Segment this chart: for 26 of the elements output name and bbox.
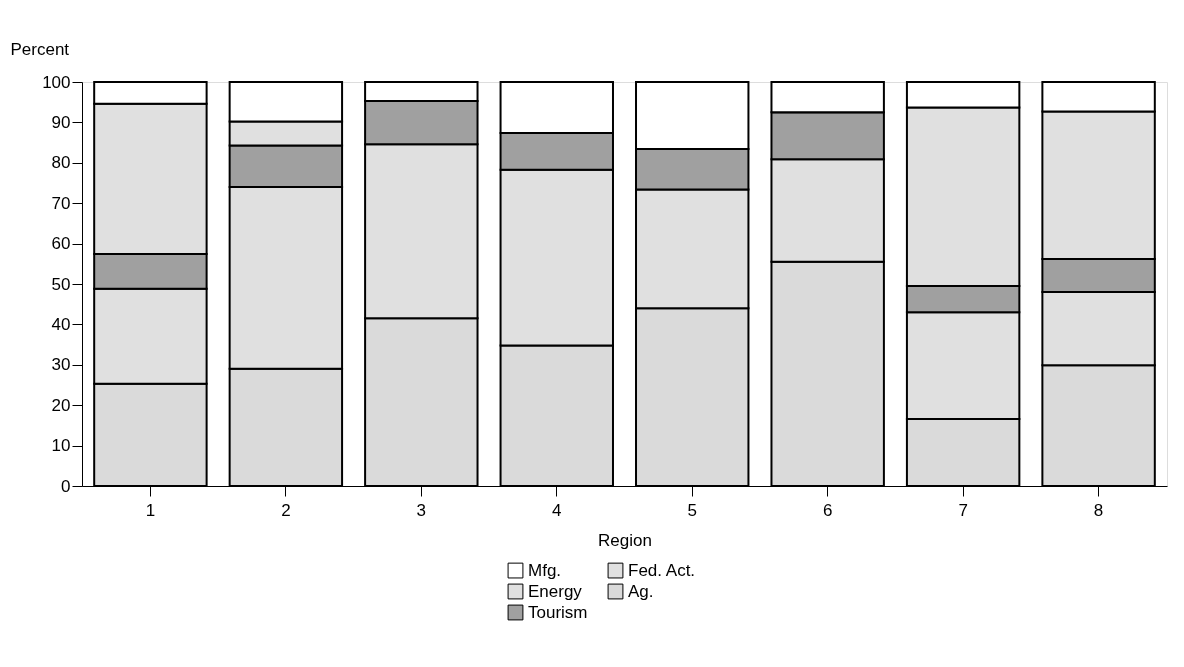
y-tick-label: 10 bbox=[51, 436, 71, 456]
y-tick-label: 60 bbox=[51, 234, 71, 254]
x-axis-title: Region bbox=[598, 530, 652, 550]
x-tick-label: 2 bbox=[281, 500, 291, 520]
x-tick-label: 1 bbox=[145, 500, 156, 520]
y-tick-label: 20 bbox=[51, 395, 71, 415]
y-tick-label: 40 bbox=[51, 314, 71, 334]
legend-label: Tourism bbox=[528, 602, 588, 622]
y-tick-label: 90 bbox=[51, 112, 71, 132]
y-tick-label: 50 bbox=[51, 274, 71, 294]
x-tick-label: 6 bbox=[822, 500, 833, 520]
y-tick-label: 30 bbox=[51, 355, 71, 375]
legend-label: Energy bbox=[528, 581, 583, 601]
x-tick-label: 8 bbox=[1093, 500, 1104, 520]
x-tick-label: 3 bbox=[416, 500, 427, 520]
x-tick-label: 5 bbox=[687, 500, 697, 520]
legend-label: Fed. Act. bbox=[628, 560, 696, 580]
y-tick-label: 100 bbox=[42, 72, 71, 92]
x-tick-label: 4 bbox=[552, 500, 562, 520]
y-tick-label: 70 bbox=[51, 193, 71, 213]
legend-label: Ag. bbox=[628, 581, 654, 601]
y-axis-title: Percent bbox=[10, 39, 70, 59]
y-tick-label: 80 bbox=[51, 153, 71, 173]
y-tick-label: 0 bbox=[61, 476, 71, 496]
x-tick-label: 7 bbox=[958, 500, 968, 520]
legend-label: Mfg. bbox=[528, 560, 562, 580]
